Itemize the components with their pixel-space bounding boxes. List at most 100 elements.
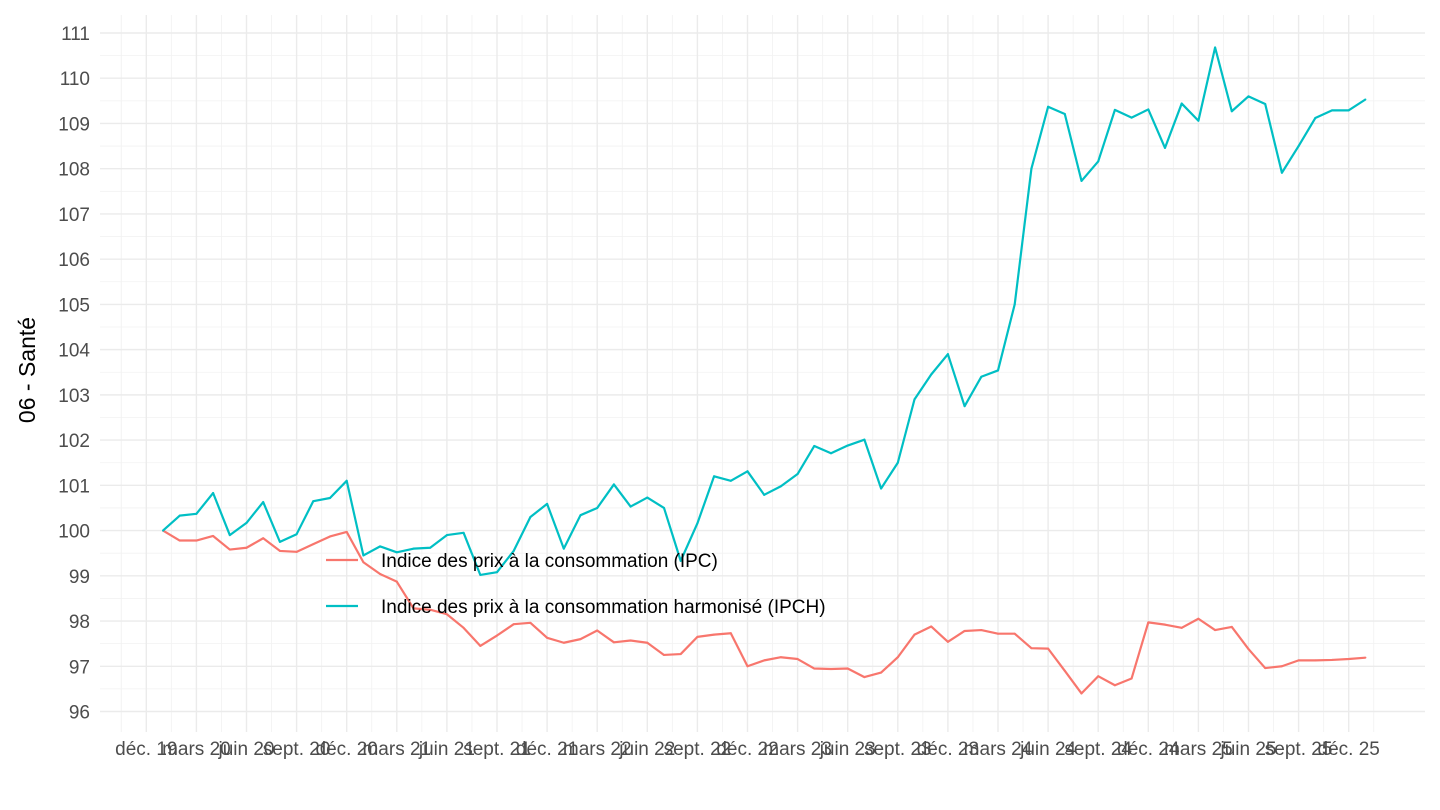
data-point — [1097, 160, 1100, 163]
major-gridlines — [100, 15, 1425, 732]
data-point — [663, 506, 665, 509]
data-point — [312, 500, 315, 503]
data-point — [245, 521, 248, 524]
data-point — [696, 635, 699, 638]
x-tick-label: mars 22 — [563, 739, 632, 760]
data-point — [763, 659, 766, 662]
data-point — [445, 613, 448, 616]
data-point — [162, 529, 164, 532]
x-tick-label: juin 24 — [1019, 739, 1076, 760]
data-point — [612, 641, 615, 644]
y-axis-label: 06 - Santé — [14, 317, 40, 423]
data-point — [195, 512, 198, 515]
data-point — [796, 658, 799, 661]
data-point — [1247, 95, 1250, 98]
data-point — [1214, 46, 1217, 49]
data-point — [562, 641, 565, 644]
data-point — [1147, 621, 1150, 624]
data-point — [479, 573, 482, 576]
x-tick-label: juin 23 — [819, 739, 876, 760]
series-lines — [162, 46, 1367, 695]
data-point — [445, 534, 448, 537]
x-tick-label: mars 23 — [763, 739, 832, 760]
data-point — [713, 633, 716, 636]
data-point — [479, 644, 482, 647]
data-point — [395, 580, 398, 583]
data-point — [913, 398, 916, 401]
y-tick-label: 102 — [58, 431, 90, 452]
x-tick-label: sept. 22 — [664, 739, 732, 760]
legend-label-ipch: Indice des prix à la consommation harmon… — [381, 597, 826, 618]
data-point — [746, 665, 749, 668]
x-tick-label: déc. 22 — [716, 739, 778, 760]
data-point — [1047, 647, 1050, 650]
data-point — [646, 641, 649, 644]
data-point — [579, 638, 582, 641]
data-point — [1047, 105, 1050, 108]
data-point — [379, 572, 382, 575]
data-point — [1347, 658, 1350, 661]
data-point — [1147, 108, 1150, 111]
x-tick-label: sept. 25 — [1265, 739, 1333, 760]
data-point — [997, 632, 999, 635]
data-point — [1230, 110, 1233, 113]
data-point — [1331, 658, 1333, 661]
data-point — [629, 639, 632, 642]
data-point — [1180, 102, 1183, 105]
x-tick-label: juin 25 — [1220, 739, 1277, 760]
data-point — [1314, 117, 1317, 120]
legend: Indice des prix à la consommation (IPC) … — [326, 551, 826, 618]
data-point — [579, 514, 582, 517]
x-tick-label: sept. 20 — [263, 739, 331, 760]
minor-gridlines — [100, 15, 1425, 732]
x-tick-label: juin 22 — [618, 739, 675, 760]
data-point — [245, 546, 248, 549]
series-points-ipc — [162, 529, 1367, 695]
data-point — [913, 633, 916, 636]
data-point — [462, 626, 465, 629]
data-point — [1013, 632, 1016, 635]
data-point — [345, 530, 348, 533]
data-point — [1180, 626, 1183, 629]
data-point — [896, 656, 899, 659]
y-tick-label: 104 — [58, 341, 90, 362]
data-point — [1197, 617, 1200, 620]
data-point — [1364, 656, 1367, 659]
data-point — [1264, 103, 1267, 106]
y-tick-label: 96 — [69, 703, 90, 724]
data-point — [212, 492, 215, 495]
x-tick-label: mars 20 — [162, 739, 231, 760]
data-point — [612, 483, 615, 486]
x-tick-label: juin 21 — [418, 739, 475, 760]
y-tick-label: 98 — [69, 612, 90, 633]
data-point — [863, 438, 866, 441]
data-point — [1080, 179, 1083, 182]
data-point — [930, 373, 933, 376]
data-point — [1347, 109, 1350, 112]
x-tick-label: sept. 21 — [463, 739, 531, 760]
y-tick-label: 110 — [60, 69, 90, 90]
data-point — [846, 667, 849, 670]
data-point — [963, 629, 966, 632]
data-point — [1247, 648, 1250, 651]
data-point — [546, 636, 549, 639]
data-point — [997, 369, 999, 372]
data-point — [262, 501, 265, 504]
data-point — [663, 653, 665, 656]
data-point — [1230, 625, 1233, 628]
data-point — [746, 470, 749, 473]
data-point — [880, 671, 883, 674]
data-point — [596, 629, 599, 632]
y-tick-label: 108 — [58, 160, 90, 181]
data-point — [1314, 659, 1317, 662]
data-point — [980, 375, 983, 378]
data-point — [646, 496, 649, 499]
data-point — [1113, 108, 1116, 111]
data-point — [312, 543, 315, 546]
data-point — [1264, 667, 1267, 670]
y-tick-label: 111 — [61, 24, 90, 45]
x-tick-label: mars 25 — [1164, 739, 1233, 760]
data-point — [178, 514, 181, 517]
data-point — [1297, 145, 1300, 148]
